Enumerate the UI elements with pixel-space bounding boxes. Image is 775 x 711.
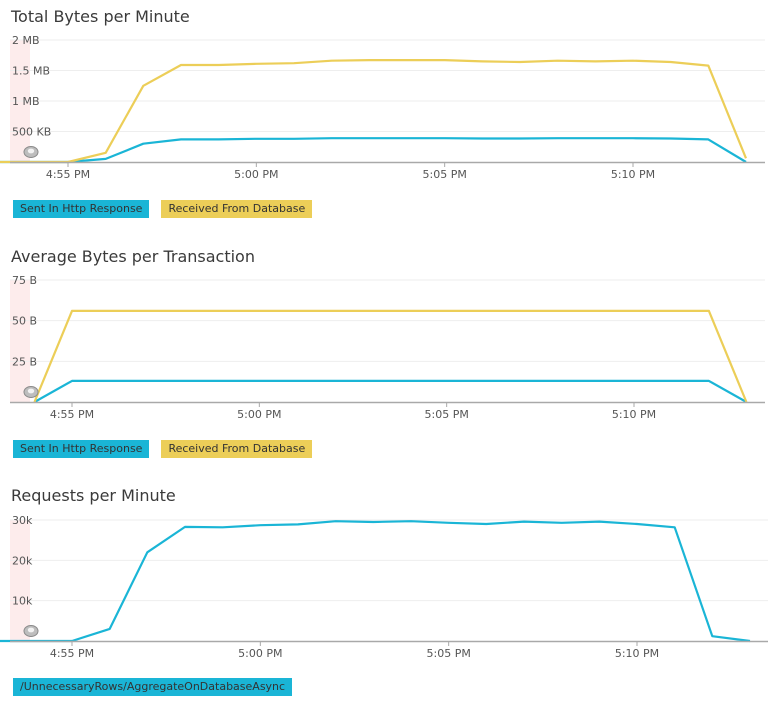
series-line-1[interactable]	[0, 137, 747, 164]
chart-legend: Sent In Http Response Received From Datab…	[13, 200, 313, 218]
chart-panel-total-bytes: Total Bytes per Minute 2 MB 1.5 MB 1 MB 500…	[0, 0, 775, 230]
series-line-1[interactable]	[33, 379, 747, 403]
highlight-band	[10, 520, 30, 641]
legend-item[interactable]: Received From Database	[161, 200, 313, 218]
x-tick-label: 5:10 PM	[611, 168, 655, 181]
x-tick-label: 5:00 PM	[237, 408, 281, 421]
chart-average-bytes[interactable]: 75 B 50 B 25 B 4:55 PM 5:00 PM 5:05 PM 5:10 PM	[0, 240, 775, 425]
chart-total-bytes[interactable]: 2 MB 1.5 MB 1 MB 500 KB 4:55 PM 5:00 PM 5:05 P…	[0, 0, 775, 185]
x-tick-label: 5:05 PM	[427, 647, 471, 660]
x-tick-label: 5:10 PM	[615, 647, 659, 660]
grey-radio-marker-icon[interactable]	[23, 625, 39, 637]
y-tick-label: 2 MB	[12, 34, 40, 47]
y-tick-label: 30k	[12, 514, 33, 527]
y-tick-label: 10k	[12, 595, 33, 608]
x-tick-label: 4:55 PM	[50, 647, 94, 660]
legend-item[interactable]: /UnnecessaryRows/AggregateOnDatabaseAsyn…	[13, 678, 293, 696]
legend-item[interactable]: Sent In Http Response	[13, 200, 150, 218]
y-tick-label: 75 B	[12, 274, 37, 287]
series-line-2[interactable]	[0, 58, 748, 164]
x-tick-label: 4:55 PM	[46, 168, 90, 181]
chart-requests[interactable]: 30k 20k 10k 4:55 PM 5:00 PM 5:05 PM 5:10 PM	[0, 479, 775, 664]
y-tick-label: 20k	[12, 554, 33, 567]
x-tick-label: 4:55 PM	[50, 408, 94, 421]
x-tick-label: 5:05 PM	[423, 168, 467, 181]
x-tick-label: 5:05 PM	[425, 408, 469, 421]
highlight-band	[10, 280, 30, 402]
grey-radio-marker-icon[interactable]	[23, 146, 39, 158]
x-tick-label: 5:00 PM	[234, 168, 278, 181]
chart-title: Average Bytes per Transaction	[11, 247, 255, 266]
legend-item[interactable]: Sent In Http Response	[13, 440, 150, 458]
chart-panel-average-bytes: Average Bytes per Transaction 75 B 50 B 25…	[0, 240, 775, 470]
x-tick-label: 5:10 PM	[612, 408, 656, 421]
chart-panel-requests: Requests per Minute 30k 20k 10k 4:55 PM 5:00…	[0, 479, 775, 711]
legend-item[interactable]: Received From Database	[161, 440, 313, 458]
chart-legend: Sent In Http Response Received From Datab…	[13, 440, 313, 458]
x-tick-label: 5:00 PM	[238, 647, 282, 660]
chart-title: Total Bytes per Minute	[11, 7, 190, 26]
series-line-2[interactable]	[33, 309, 748, 403]
y-tick-label: 1 MB	[12, 95, 40, 108]
y-tick-label: 25 B	[12, 355, 37, 368]
grey-radio-marker-icon[interactable]	[23, 386, 39, 398]
chart-legend: /UnnecessaryRows/AggregateOnDatabaseAsyn…	[13, 678, 293, 696]
series-line-1[interactable]	[0, 520, 751, 643]
chart-title: Requests per Minute	[11, 486, 176, 505]
y-tick-label: 50 B	[12, 315, 37, 328]
y-tick-label: 1.5 MB	[12, 65, 50, 78]
y-tick-label: 500 KB	[12, 126, 51, 139]
